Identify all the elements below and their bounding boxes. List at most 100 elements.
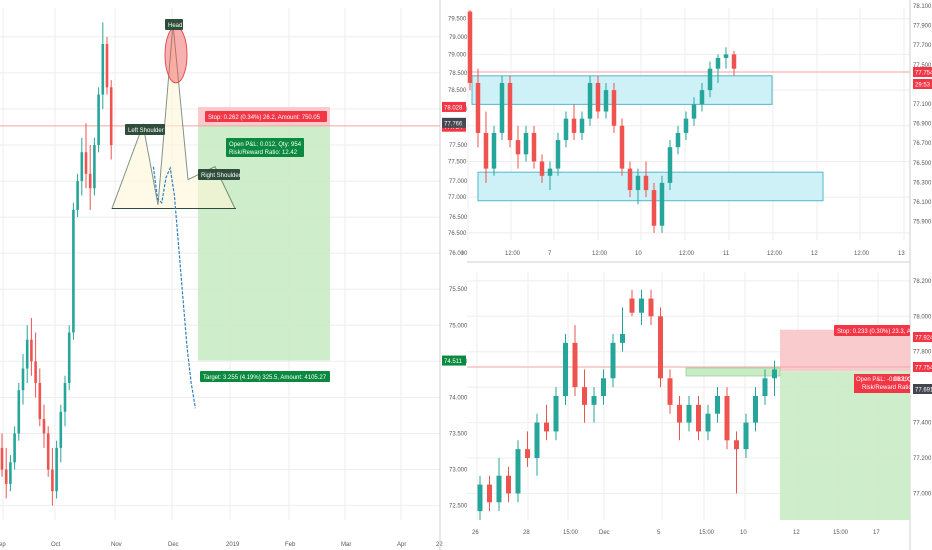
candle-body	[595, 82, 601, 112]
main-chart[interactable]: 79.000 78.500 78.000 77.500 77.000 76.500 76.0…	[0, 0, 468, 550]
y-tick-label: 75.500	[449, 287, 468, 293]
price-badge: 29:53	[915, 83, 931, 89]
candle-body	[46, 433, 50, 470]
candle-body	[696, 404, 701, 432]
price-badge: 77.754	[444, 125, 463, 131]
candle-body	[4, 469, 8, 484]
candle-body	[21, 368, 25, 391]
candle-body	[55, 447, 58, 492]
x-tick-label: Nov	[111, 542, 122, 548]
y-tick-label-right: 76.300	[913, 180, 932, 186]
candle-body	[610, 342, 616, 379]
head-highlight	[164, 26, 188, 84]
y-tick-label: 76.500	[448, 231, 467, 237]
candle-body	[772, 369, 777, 379]
y-tick-label: 78.500	[449, 71, 468, 77]
price-badge: 77.754	[915, 71, 932, 77]
candle-body	[724, 396, 730, 441]
candle-body	[531, 132, 537, 162]
candle-body	[587, 82, 593, 119]
x-tick-label: 17	[873, 530, 880, 536]
price-badge: 74.511	[444, 359, 463, 365]
x-tick-label: l	[462, 251, 463, 257]
candle-body	[539, 161, 545, 176]
pnl-label: Open P&L: 0.012, Qty: 954	[229, 142, 302, 148]
target-zone	[198, 125, 330, 361]
candle-body	[620, 334, 625, 343]
candle-body	[686, 404, 692, 423]
candle-body	[677, 404, 682, 423]
x-tick-label: Feb	[285, 542, 296, 548]
pnl-label: Open P&L: -0.063, Qty	[856, 377, 917, 383]
y-tick-label: 73.500	[449, 431, 468, 437]
x-tick-label: Dec	[168, 542, 179, 548]
stop-label-box	[205, 111, 327, 122]
x-tick-label: 15:00	[833, 530, 849, 536]
candle-body	[691, 104, 697, 119]
x-tick-label: 5	[657, 530, 661, 536]
candle-body	[723, 54, 729, 58]
y-tick-label: 74.000	[449, 395, 468, 401]
candle-body	[25, 339, 29, 369]
price-badge-bg	[913, 384, 932, 394]
candle-body	[506, 475, 511, 494]
price-badge-bg	[913, 362, 932, 372]
y-tick-label: 79.000	[448, 52, 467, 58]
stop-zone	[780, 329, 910, 372]
candle-body	[627, 168, 633, 191]
x-tick-label: 13	[898, 251, 905, 257]
candle-body	[619, 125, 625, 169]
resistance-zone	[471, 75, 773, 105]
candle-body	[667, 378, 673, 405]
price-badge: 77.766	[444, 121, 463, 127]
right-shoulder-label-box	[198, 169, 240, 180]
candle-body	[582, 387, 587, 405]
x-tick-label: 11	[723, 251, 730, 257]
target-label-box	[200, 371, 330, 382]
candle-body	[707, 68, 713, 91]
y-tick-label: 79.500	[448, 17, 467, 23]
target-zone	[780, 371, 910, 520]
entry-band	[685, 367, 781, 377]
y-tick-label-right: 77.500	[913, 63, 932, 69]
candle-body	[734, 440, 739, 450]
top-right-chart[interactable]: 79.500 79.000 78.500 78.000 77.500 77.000 76.5…	[448, 0, 932, 263]
candle-body	[496, 475, 502, 503]
candle-body	[97, 94, 100, 146]
candle-body	[555, 140, 561, 169]
y-tick-label: 78.500	[448, 88, 467, 94]
y-tick-label: 72.500	[449, 504, 468, 510]
candle-body	[93, 145, 96, 189]
x-tick-label: 10	[740, 530, 747, 536]
timer-label: 00:29:53	[893, 377, 917, 383]
candle-body	[42, 419, 46, 434]
candle-body	[601, 378, 606, 396]
x-tick-label: 15:00	[699, 530, 715, 536]
pnl-label: Risk/Reward Ratio: 12.42	[229, 150, 298, 156]
candle-body	[659, 182, 665, 226]
candle-body	[547, 168, 553, 176]
candle-body	[477, 484, 483, 512]
y-tick-label: 77.500	[448, 159, 467, 165]
candle-body	[675, 132, 681, 148]
candle-body	[109, 87, 113, 146]
x-tick-label: ep	[0, 542, 6, 548]
candle-body	[38, 382, 42, 420]
candle-body	[572, 342, 578, 388]
candle-body	[762, 378, 768, 396]
candle-body	[499, 82, 505, 133]
candle-body	[731, 54, 737, 69]
y-tick-label-right: 77.700	[913, 43, 932, 49]
bottom-right-chart[interactable]: 78.20078.00077.80077.60077.40077.20077.0…	[467, 262, 932, 550]
price-badge: 77.924	[915, 336, 932, 342]
x-tick-label: 26	[472, 530, 479, 536]
candle-body	[9, 462, 12, 484]
candle-body	[59, 411, 63, 448]
left-shoulder-label: Left Shoulder	[128, 128, 164, 134]
candle-body	[635, 175, 641, 191]
candle-body	[30, 339, 33, 362]
y-tick-label: 76.000	[449, 251, 468, 257]
candle-body	[715, 57, 721, 69]
candle-body	[101, 44, 105, 95]
